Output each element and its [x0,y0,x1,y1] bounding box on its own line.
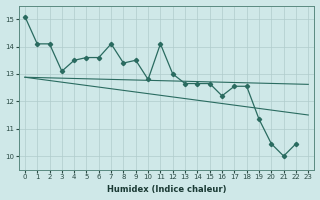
X-axis label: Humidex (Indice chaleur): Humidex (Indice chaleur) [107,185,226,194]
